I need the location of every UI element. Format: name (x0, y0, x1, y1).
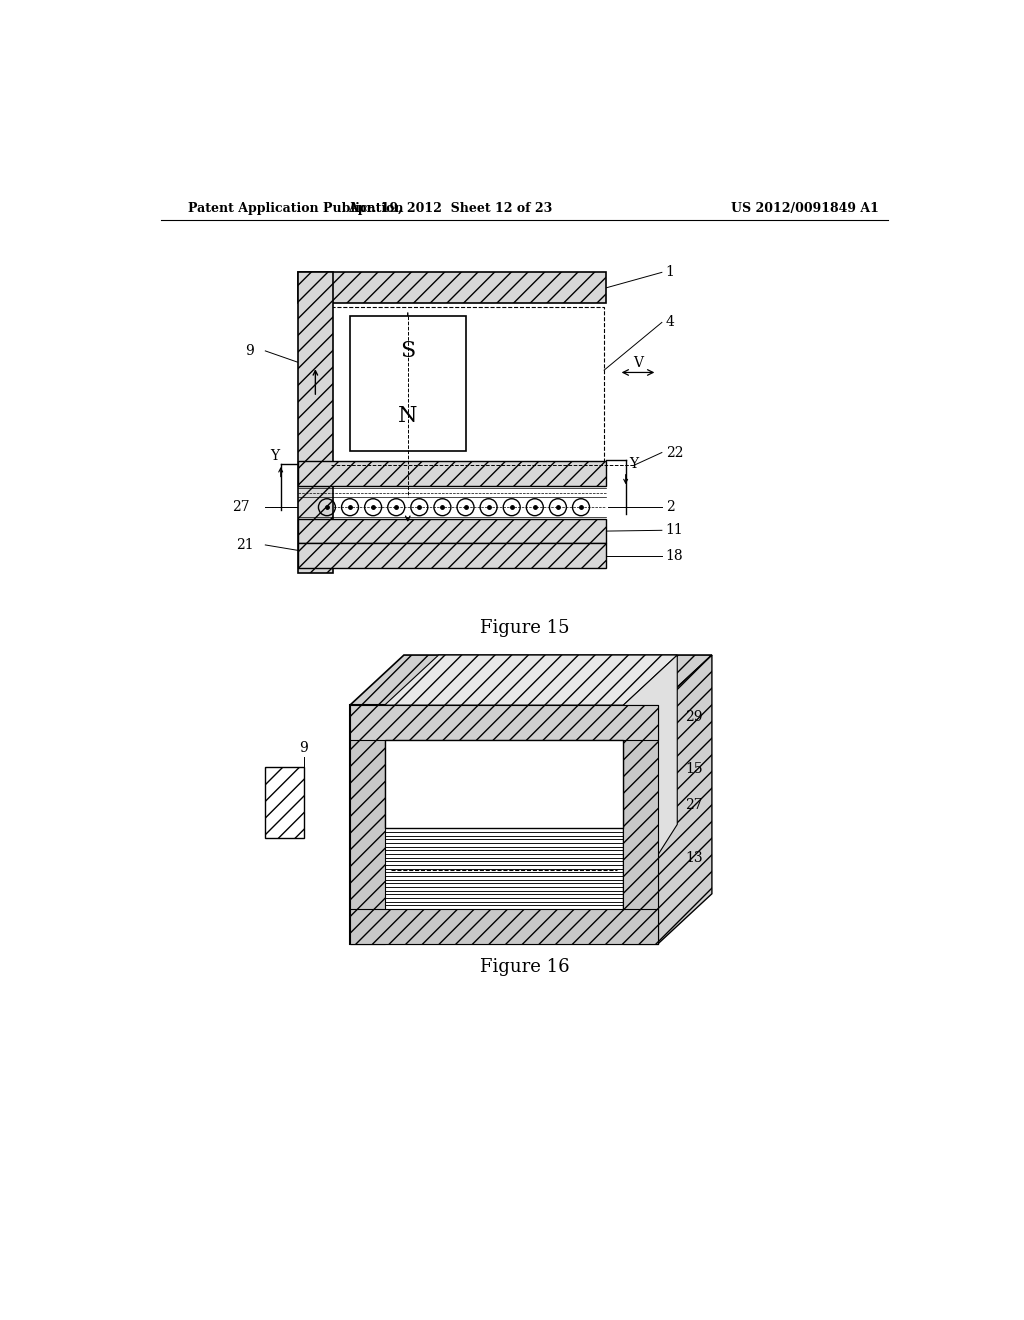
Text: Y: Y (630, 457, 639, 471)
Bar (265, 767, 304, 838)
Polygon shape (658, 655, 712, 944)
Text: N: N (398, 405, 418, 428)
Polygon shape (624, 655, 677, 909)
Text: Figure 16: Figure 16 (480, 958, 569, 975)
Bar (350, 705, 658, 944)
Bar (350, 705, 658, 739)
Bar (298, 272, 606, 304)
Polygon shape (350, 655, 712, 705)
Text: 13: 13 (685, 850, 702, 865)
Text: 9: 9 (299, 741, 308, 755)
Text: 29: 29 (685, 710, 702, 723)
Bar (385, 739, 624, 829)
Text: 27: 27 (232, 500, 250, 515)
Bar (331, 308, 604, 465)
Bar (350, 317, 466, 451)
Text: Patent Application Publication: Patent Application Publication (188, 202, 403, 215)
Bar (298, 272, 333, 573)
Text: 2: 2 (666, 500, 675, 515)
Polygon shape (385, 655, 677, 705)
Text: 22: 22 (666, 446, 683, 459)
Text: US 2012/0091849 A1: US 2012/0091849 A1 (731, 202, 879, 215)
Text: S: S (400, 341, 416, 362)
Text: Apr. 19, 2012  Sheet 12 of 23: Apr. 19, 2012 Sheet 12 of 23 (348, 202, 552, 215)
Text: 1: 1 (666, 265, 675, 280)
Bar (350, 909, 658, 944)
Bar (624, 705, 658, 944)
Text: 18: 18 (666, 549, 683, 562)
Bar (298, 461, 606, 486)
Text: Y: Y (270, 449, 280, 462)
Bar (298, 544, 606, 568)
Text: V: V (633, 356, 643, 370)
Text: 27: 27 (685, 799, 702, 812)
Text: 21: 21 (237, 539, 254, 552)
Text: Figure 15: Figure 15 (480, 619, 569, 638)
Bar (298, 519, 606, 544)
Bar (350, 705, 385, 944)
Text: 9: 9 (245, 345, 254, 358)
Text: 11: 11 (666, 523, 683, 537)
Text: 15: 15 (685, 762, 702, 776)
Text: 4: 4 (666, 315, 675, 330)
